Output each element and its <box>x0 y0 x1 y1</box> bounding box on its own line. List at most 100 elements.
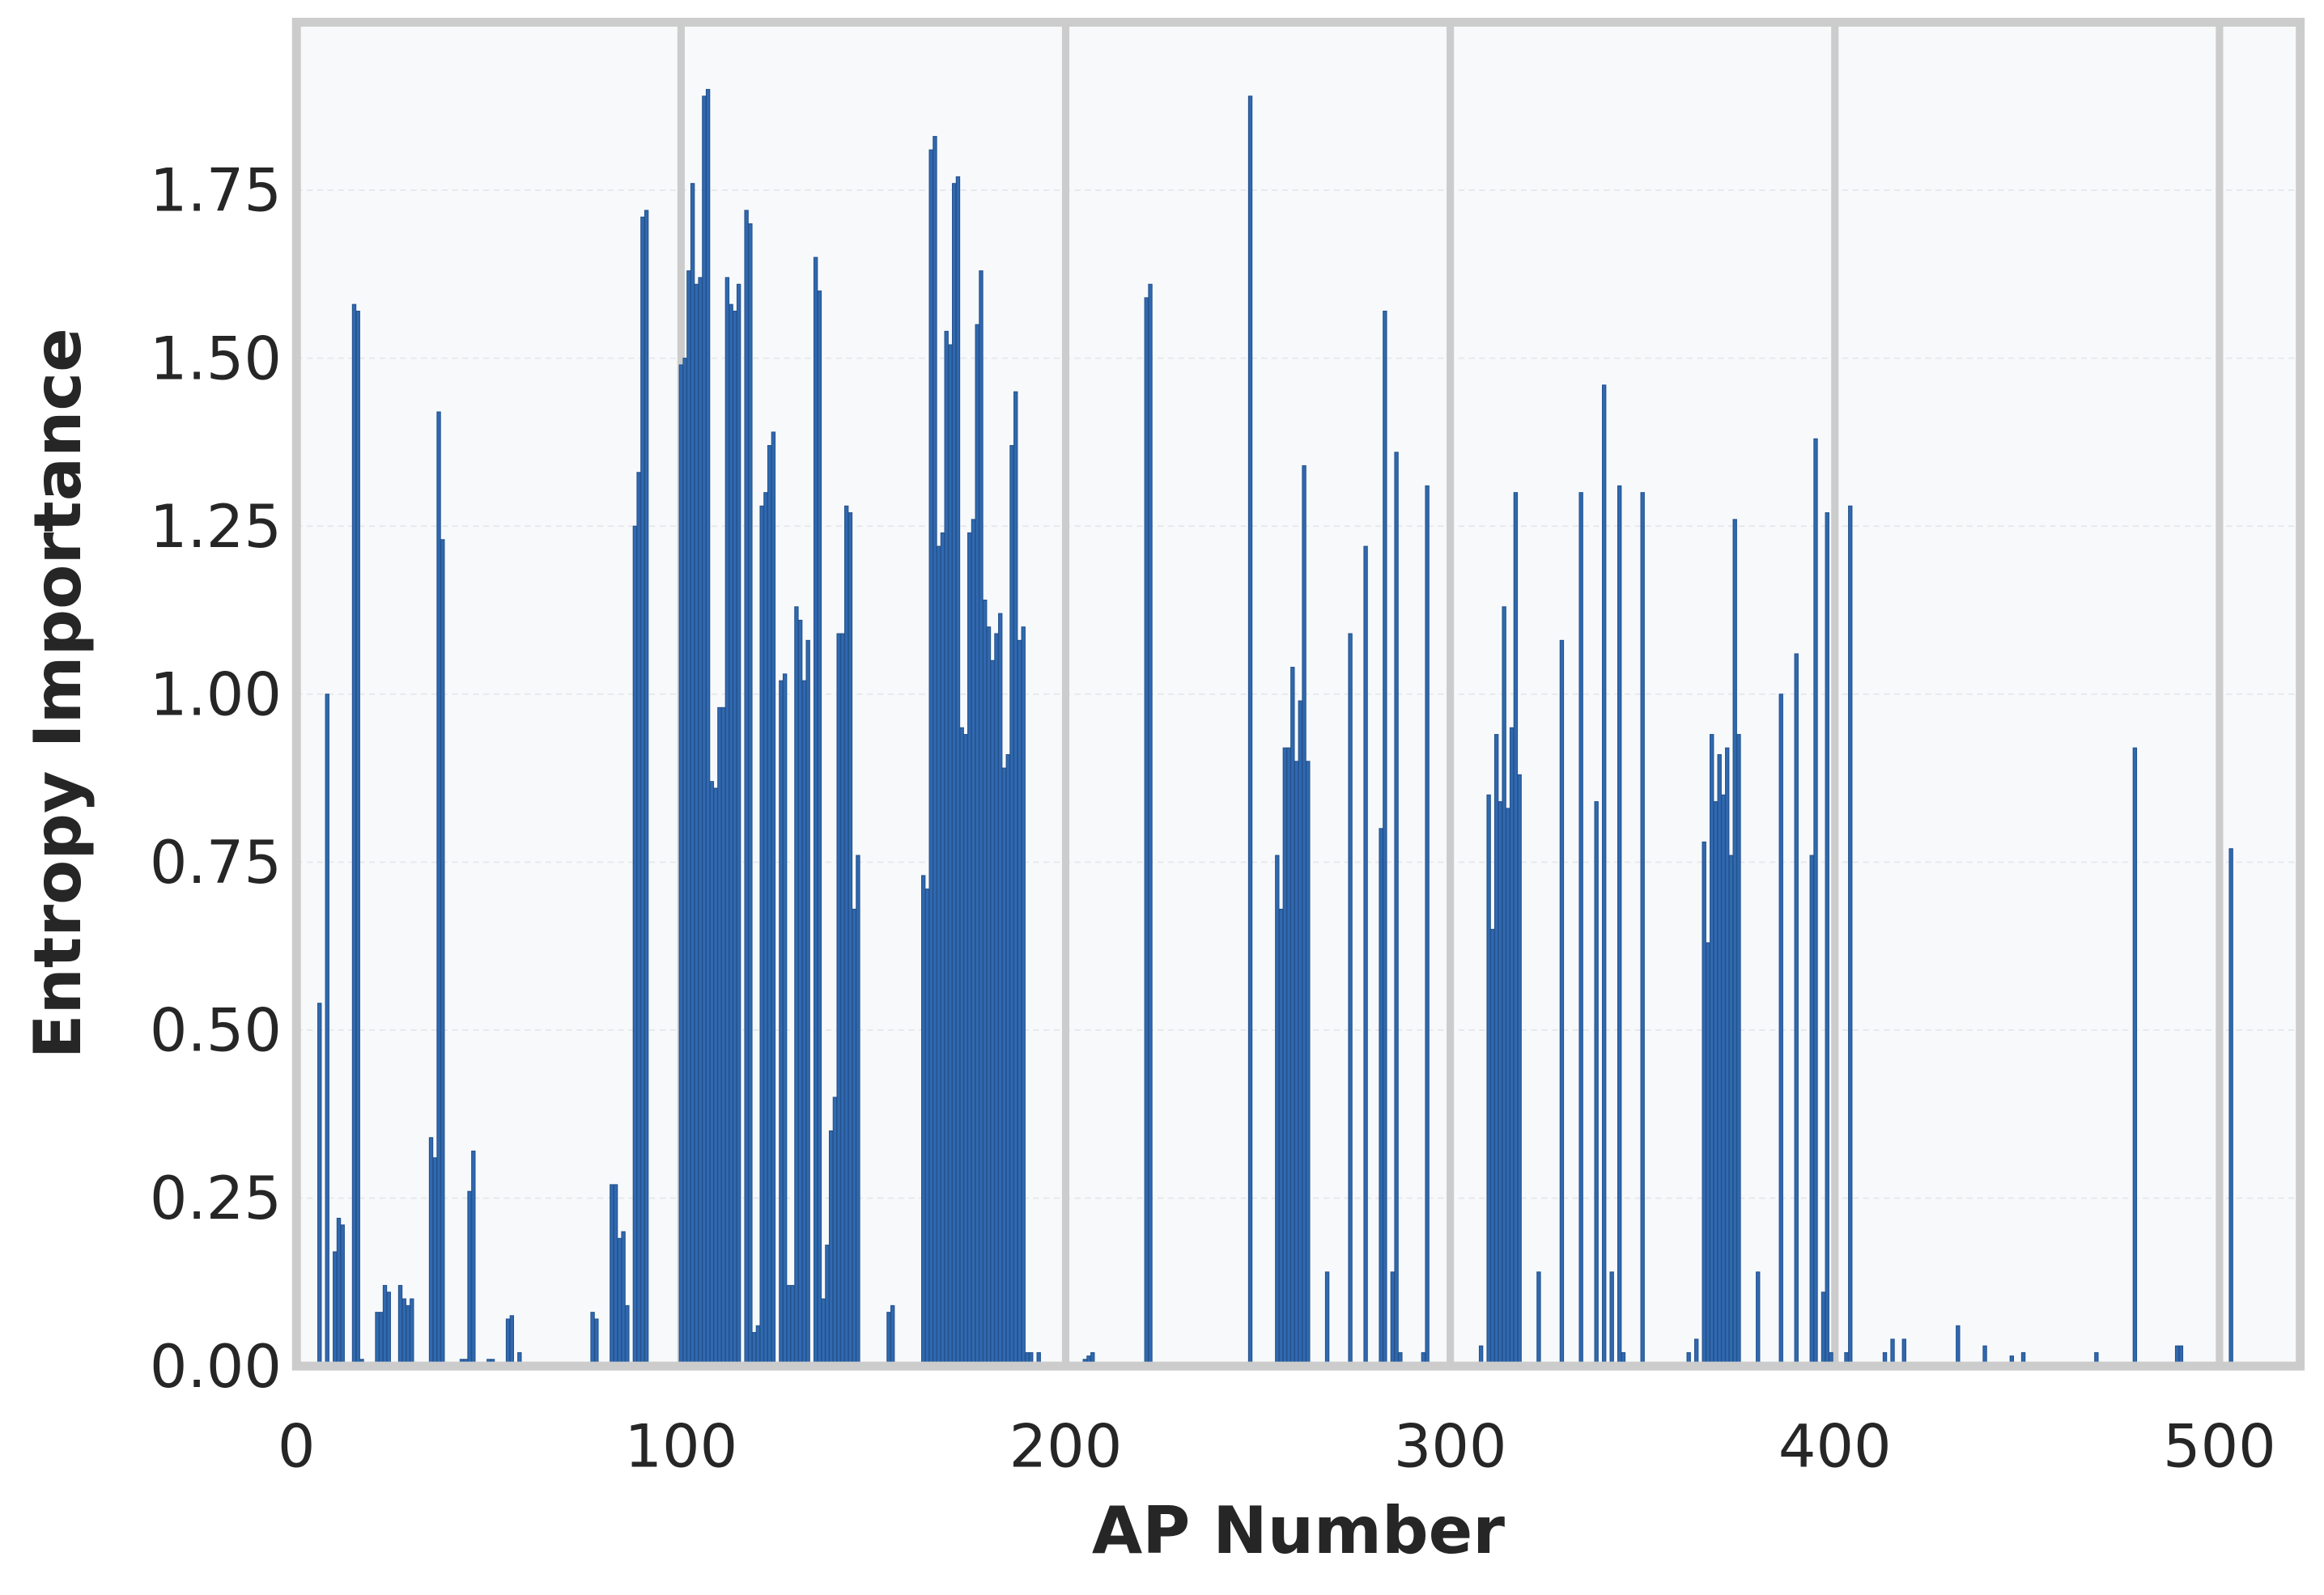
bar <box>1778 694 1783 1367</box>
bar <box>705 88 711 1367</box>
bar <box>963 734 968 1367</box>
bar <box>782 673 788 1367</box>
bar <box>644 210 649 1367</box>
bar <box>1640 492 1645 1367</box>
bar <box>1009 445 1014 1367</box>
bar <box>698 277 703 1367</box>
bar <box>440 539 445 1367</box>
bar <box>590 1312 595 1367</box>
x-tick-label: 200 <box>1009 1413 1123 1482</box>
bar <box>317 1003 322 1367</box>
bar <box>333 1251 338 1367</box>
bar <box>717 706 722 1367</box>
y-tick-label: 1.50 <box>150 325 282 393</box>
bar <box>1736 734 1741 1367</box>
bar <box>1578 492 1583 1367</box>
bar <box>848 512 853 1367</box>
bar <box>1594 801 1599 1367</box>
bar <box>1021 626 1026 1367</box>
bar <box>1144 297 1149 1367</box>
bar <box>1394 452 1399 1367</box>
bar <box>621 1231 626 1367</box>
bar <box>724 277 730 1367</box>
bar <box>994 633 999 1367</box>
bar <box>1294 761 1299 1367</box>
bar <box>1148 283 1153 1367</box>
bar <box>983 599 988 1367</box>
bar <box>340 1224 345 1367</box>
bar <box>617 1237 622 1367</box>
x-axis-label: AP Number <box>1092 1492 1505 1568</box>
bar <box>751 1332 757 1367</box>
bar <box>1275 855 1280 1367</box>
bar <box>2228 848 2233 1367</box>
bar <box>937 545 941 1367</box>
bar <box>1302 465 1306 1367</box>
bar <box>1298 700 1303 1367</box>
bar <box>797 619 803 1367</box>
bar <box>471 1150 476 1367</box>
bar <box>1728 855 1734 1367</box>
bar <box>825 1245 830 1367</box>
bar <box>1286 747 1291 1367</box>
x-tick-label: 0 <box>278 1413 316 1482</box>
bar <box>1348 633 1353 1367</box>
bar <box>813 257 818 1367</box>
bar <box>948 344 953 1367</box>
x-tick-label: 500 <box>2163 1413 2276 1482</box>
y-tick-label: 1.00 <box>150 660 282 729</box>
bar <box>613 1184 618 1367</box>
y-tick-label: 0.75 <box>150 829 282 897</box>
x-tick-label: 300 <box>1394 1413 1507 1482</box>
bar <box>1517 774 1522 1367</box>
bar <box>678 364 684 1367</box>
bar <box>1502 606 1506 1367</box>
bar <box>401 1298 406 1367</box>
y-tick-label: 0.50 <box>150 997 282 1066</box>
bar <box>1706 942 1710 1367</box>
bar <box>709 781 715 1367</box>
bar <box>702 95 707 1367</box>
bar <box>971 519 976 1367</box>
bar <box>1017 639 1022 1367</box>
bar <box>406 1304 410 1367</box>
bar <box>686 270 691 1367</box>
bar <box>986 626 992 1367</box>
bar <box>1848 505 1853 1367</box>
bar <box>1005 753 1010 1367</box>
bar <box>1013 391 1018 1367</box>
bar <box>636 472 641 1367</box>
bar <box>998 613 1003 1367</box>
bar <box>1725 747 1730 1367</box>
bar <box>944 330 949 1367</box>
bar <box>1710 734 1714 1367</box>
bar <box>1247 95 1253 1367</box>
bar <box>886 1312 891 1367</box>
bar <box>794 606 799 1367</box>
bar <box>759 505 764 1367</box>
bar <box>1794 653 1799 1367</box>
bar <box>625 1304 630 1367</box>
bar <box>1282 747 1288 1367</box>
y-axis-label: Entropy Importance <box>19 328 96 1058</box>
bar <box>821 1298 826 1367</box>
bar <box>817 291 822 1367</box>
bar <box>594 1318 599 1367</box>
bar <box>379 1312 384 1367</box>
bar <box>990 660 995 1367</box>
bar <box>2132 747 2138 1367</box>
bar <box>1278 908 1284 1367</box>
bar <box>632 525 638 1367</box>
bar <box>1363 545 1368 1367</box>
bar <box>1324 1271 1330 1367</box>
bar <box>928 149 933 1367</box>
plot-frame <box>291 17 2305 1371</box>
bar <box>1559 639 1565 1367</box>
bar <box>836 633 841 1367</box>
bar <box>410 1298 414 1367</box>
bar <box>1609 1271 1614 1367</box>
y-tick-label: 0.00 <box>150 1333 282 1402</box>
bar <box>940 532 945 1367</box>
bar <box>397 1284 403 1367</box>
bar <box>1390 1271 1396 1367</box>
